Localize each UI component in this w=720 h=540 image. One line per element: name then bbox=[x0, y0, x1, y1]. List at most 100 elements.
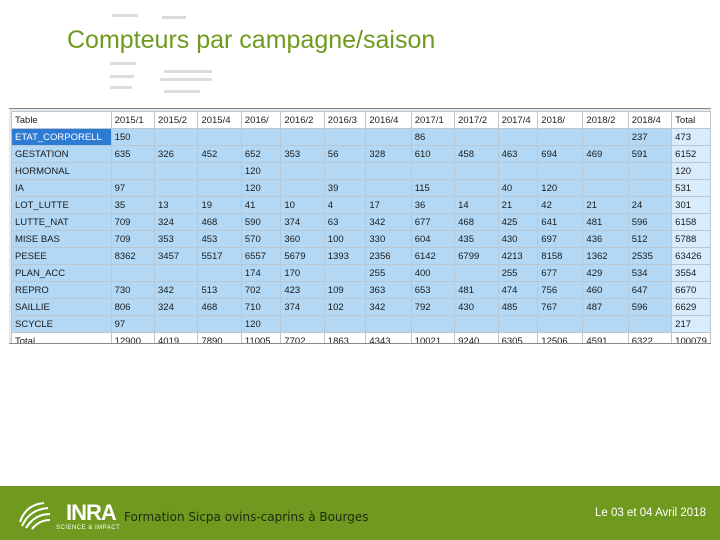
table-row[interactable]: SCYCLE 97 120 217 bbox=[11, 315, 711, 333]
table-cell[interactable]: 56 bbox=[323, 145, 367, 163]
table-cell[interactable]: 39 bbox=[323, 179, 367, 197]
row-label[interactable]: IA bbox=[11, 179, 112, 197]
table-cell[interactable]: 6158 bbox=[671, 213, 711, 231]
table-cell[interactable]: 604 bbox=[410, 230, 456, 248]
table-cell[interactable] bbox=[323, 128, 367, 146]
table-cell[interactable]: 423 bbox=[280, 281, 325, 299]
row-label[interactable]: PLAN_ACC bbox=[11, 264, 112, 282]
table-cell[interactable]: 120 bbox=[240, 315, 282, 333]
table-cell[interactable] bbox=[197, 162, 242, 180]
table-cell[interactable]: 19 bbox=[197, 196, 242, 214]
table-cell[interactable]: 610 bbox=[410, 145, 456, 163]
table-cell[interactable]: 102 bbox=[323, 298, 367, 316]
table-cell[interactable]: 468 bbox=[454, 213, 499, 231]
table-cell[interactable] bbox=[280, 162, 325, 180]
table-cell[interactable]: 463 bbox=[497, 145, 539, 163]
table-cell[interactable]: 217 bbox=[671, 315, 711, 333]
table-cell[interactable]: 590 bbox=[240, 213, 282, 231]
table-cell[interactable]: 697 bbox=[537, 230, 584, 248]
table-cell[interactable] bbox=[365, 128, 412, 146]
table-cell[interactable] bbox=[153, 315, 199, 333]
table-cell[interactable]: 513 bbox=[197, 281, 242, 299]
table-cell[interactable] bbox=[454, 162, 499, 180]
table-cell[interactable]: 756 bbox=[537, 281, 584, 299]
table-cell[interactable]: 353 bbox=[280, 145, 325, 163]
table-row[interactable]: LOT_LUTTE 35 13 19 41 10 4 17 36 14 21 42 21 24 301 bbox=[11, 196, 711, 214]
table-cell[interactable]: 792 bbox=[410, 298, 456, 316]
table-cell[interactable] bbox=[627, 315, 673, 333]
table-row[interactable]: MISE BAS 709 353 453 570 360 100 330 604 435 430 69… bbox=[11, 230, 711, 248]
row-label[interactable]: SCYCLE bbox=[11, 315, 112, 333]
table-cell[interactable]: 41 bbox=[240, 196, 282, 214]
table-cell[interactable]: 6670 bbox=[671, 281, 711, 299]
total-cell[interactable]: 4343 bbox=[365, 332, 412, 343]
table-cell[interactable]: 468 bbox=[197, 298, 242, 316]
table-cell[interactable]: 591 bbox=[627, 145, 673, 163]
table-cell[interactable]: 342 bbox=[365, 213, 412, 231]
table-cell[interactable]: 2356 bbox=[365, 247, 412, 265]
table-cell[interactable]: 6557 bbox=[240, 247, 282, 265]
row-label[interactable]: REPRO bbox=[11, 281, 112, 299]
table-cell[interactable] bbox=[454, 179, 499, 197]
table-cell[interactable] bbox=[454, 128, 499, 146]
column-header[interactable]: 2016/2 bbox=[280, 111, 325, 129]
table-cell[interactable]: 481 bbox=[582, 213, 629, 231]
table-cell[interactable]: 485 bbox=[497, 298, 539, 316]
table-cell[interactable]: 5788 bbox=[671, 230, 711, 248]
total-cell[interactable]: 12506 bbox=[537, 332, 584, 343]
table-cell[interactable]: 709 bbox=[110, 213, 156, 231]
table-cell[interactable] bbox=[153, 162, 199, 180]
table-cell[interactable] bbox=[582, 179, 629, 197]
table-row[interactable]: GESTATION 635 326 452 652 353 56 328 610 458 463 69… bbox=[11, 145, 711, 163]
row-label[interactable]: ETAT_CORPORELL bbox=[11, 128, 112, 146]
row-label[interactable]: LUTTE_NAT bbox=[11, 213, 112, 231]
table-cell[interactable]: 453 bbox=[197, 230, 242, 248]
table-cell[interactable] bbox=[280, 315, 325, 333]
table-cell[interactable]: 120 bbox=[537, 179, 584, 197]
table-cell[interactable] bbox=[582, 162, 629, 180]
table-cell[interactable]: 3457 bbox=[153, 247, 199, 265]
table-cell[interactable]: 17 bbox=[365, 196, 412, 214]
table-cell[interactable]: 24 bbox=[627, 196, 673, 214]
total-cell[interactable]: 7890 bbox=[197, 332, 242, 343]
table-cell[interactable]: 6629 bbox=[671, 298, 711, 316]
table-cell[interactable]: 429 bbox=[582, 264, 629, 282]
table-cell[interactable]: 4 bbox=[323, 196, 367, 214]
table-cell[interactable]: 120 bbox=[240, 162, 282, 180]
table-cell[interactable] bbox=[582, 128, 629, 146]
table-cell[interactable] bbox=[537, 162, 584, 180]
table-row[interactable]: PESEE 8362 3457 5517 6557 5679 1393 2356 6142 679… bbox=[11, 247, 711, 265]
table-cell[interactable] bbox=[197, 128, 242, 146]
table-cell[interactable]: 42 bbox=[537, 196, 584, 214]
table-cell[interactable] bbox=[280, 128, 325, 146]
table-cell[interactable]: 8158 bbox=[537, 247, 584, 265]
table-cell[interactable] bbox=[280, 179, 325, 197]
table-cell[interactable]: 255 bbox=[497, 264, 539, 282]
table-cell[interactable]: 730 bbox=[110, 281, 156, 299]
total-cell[interactable]: 7702 bbox=[280, 332, 325, 343]
table-cell[interactable]: 653 bbox=[410, 281, 456, 299]
column-header[interactable]: 2018/ bbox=[537, 111, 584, 129]
table-cell[interactable]: 115 bbox=[410, 179, 456, 197]
table-cell[interactable]: 353 bbox=[153, 230, 199, 248]
table-cell[interactable] bbox=[497, 162, 539, 180]
table-cell[interactable]: 400 bbox=[410, 264, 456, 282]
table-cell[interactable]: 473 bbox=[671, 128, 711, 146]
total-cell[interactable]: 1863 bbox=[323, 332, 367, 343]
table-cell[interactable] bbox=[410, 162, 456, 180]
column-header[interactable]: 2018/4 bbox=[627, 111, 673, 129]
table-cell[interactable]: 3554 bbox=[671, 264, 711, 282]
column-header[interactable]: 2016/ bbox=[240, 111, 282, 129]
table-cell[interactable]: 374 bbox=[280, 213, 325, 231]
table-cell[interactable]: 425 bbox=[497, 213, 539, 231]
row-label[interactable]: SAILLIE bbox=[11, 298, 112, 316]
table-cell[interactable]: 709 bbox=[110, 230, 156, 248]
table-cell[interactable]: 430 bbox=[497, 230, 539, 248]
table-cell[interactable]: 652 bbox=[240, 145, 282, 163]
table-cell[interactable] bbox=[497, 128, 539, 146]
table-cell[interactable] bbox=[153, 179, 199, 197]
table-cell[interactable]: 36 bbox=[410, 196, 456, 214]
table-cell[interactable]: 806 bbox=[110, 298, 156, 316]
table-cell[interactable]: 120 bbox=[240, 179, 282, 197]
table-cell[interactable] bbox=[365, 315, 412, 333]
